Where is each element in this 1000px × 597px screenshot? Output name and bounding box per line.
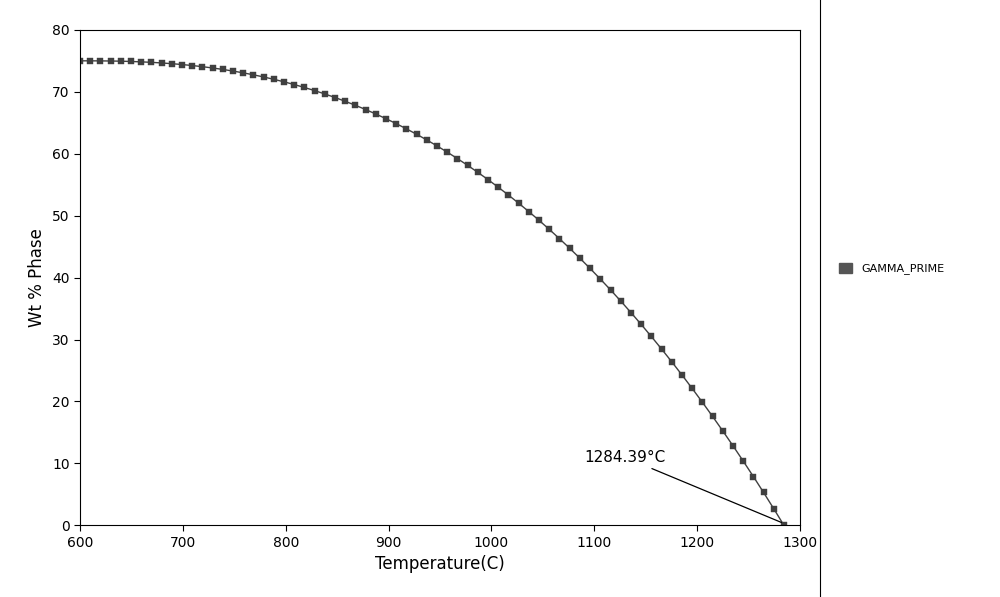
Legend: GAMMA_PRIME: GAMMA_PRIME [835, 259, 949, 279]
Text: 1284.39°C: 1284.39°C [584, 450, 781, 522]
X-axis label: Temperature(C): Temperature(C) [375, 555, 505, 573]
Y-axis label: Wt % Phase: Wt % Phase [28, 228, 46, 327]
